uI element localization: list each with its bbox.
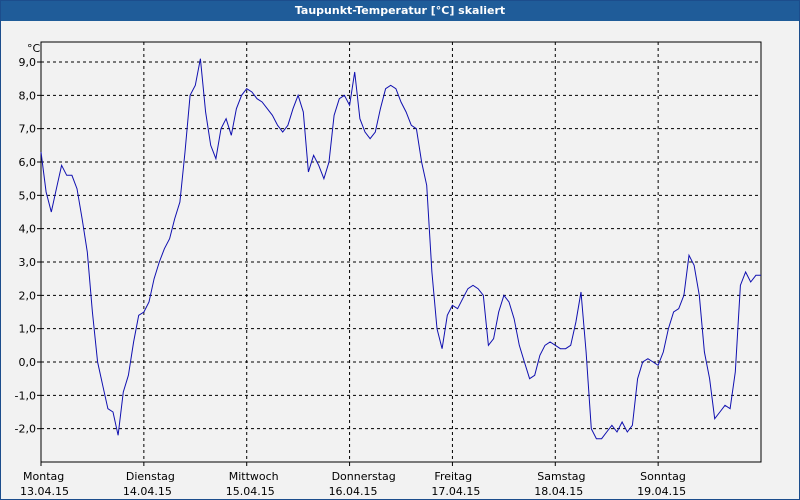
y-tick-label: 8,0 <box>19 89 37 102</box>
x-tick-label-date: 14.04.15 <box>123 485 172 498</box>
y-tick-label: 9,0 <box>19 56 37 69</box>
y-tick-label: 6,0 <box>19 156 37 169</box>
x-tick-label-day: Montag <box>23 470 64 483</box>
x-tick-label-day: Freitag <box>434 470 472 483</box>
x-tick-label-day: Mittwoch <box>229 470 279 483</box>
grid-lines <box>41 42 761 462</box>
x-tick-label-date: 16.04.15 <box>329 485 378 498</box>
chart-title: Taupunkt-Temperatur [°C] skaliert <box>1 1 799 21</box>
y-tick-label: 3,0 <box>19 256 37 269</box>
dewpoint-series-line <box>40 58 761 440</box>
x-tick-label-date: 17.04.15 <box>431 485 480 498</box>
x-tick-label-day: Donnerstag <box>332 470 396 483</box>
x-axis-ticks: Montag 13.04.15 Dienstag 14.04.15 Mittwoch 15… <box>20 462 686 498</box>
plot-frame <box>40 41 762 463</box>
y-tick-label: 0,0 <box>19 356 37 369</box>
x-tick-label-date: 19.04.15 <box>637 485 686 498</box>
y-tick-label: -2,0 <box>15 423 36 436</box>
x-tick-label-date: 18.04.15 <box>534 485 583 498</box>
x-tick-label-date: 13.04.15 <box>20 485 69 498</box>
x-tick-label-day: Samstag <box>537 470 585 483</box>
y-axis-unit: °C <box>27 42 41 55</box>
chart-area: -2,0 -1,0 0,0 1,0 2,0 3,0 4,0 5,0 6,0 7,0 8,0 9,0 M… <box>15 41 762 498</box>
y-tick-label: -1,0 <box>15 389 36 402</box>
x-tick-label-date: 15.04.15 <box>226 485 275 498</box>
y-tick-label: 1,0 <box>19 323 37 336</box>
x-tick-label-day: Dienstag <box>126 470 175 483</box>
y-tick-label: 7,0 <box>19 123 37 136</box>
y-axis-ticks: -2,0 -1,0 0,0 1,0 2,0 3,0 4,0 5,0 6,0 7,0 8,0 9,0 <box>15 56 41 436</box>
y-tick-label: 5,0 <box>19 189 37 202</box>
y-tick-label: 4,0 <box>19 223 37 236</box>
x-tick-label-day: Sonntag <box>640 470 686 483</box>
y-tick-label: 2,0 <box>19 289 37 302</box>
